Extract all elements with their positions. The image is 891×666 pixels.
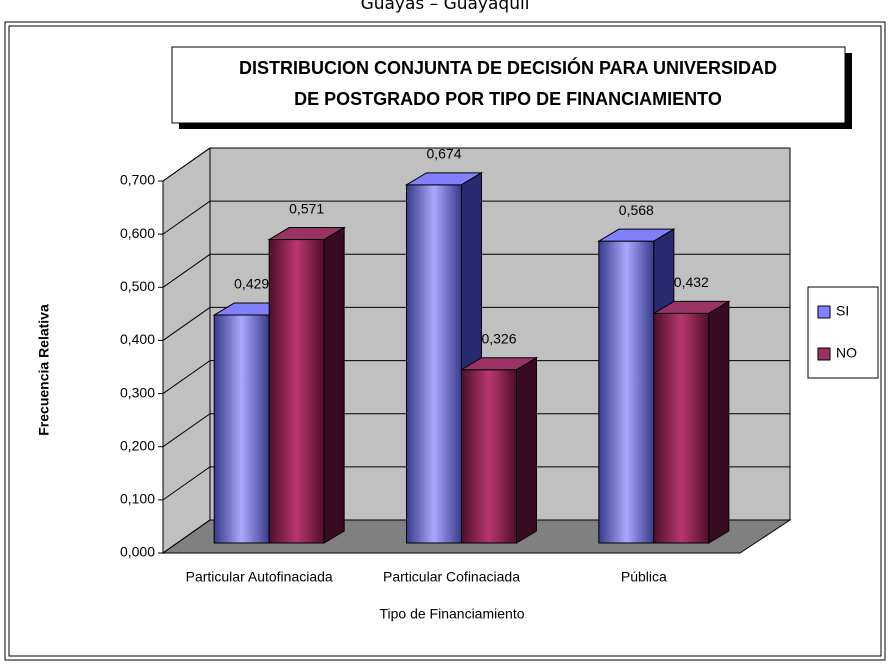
title-box bbox=[171, 46, 846, 124]
bar-front bbox=[461, 369, 517, 544]
grid-line bbox=[162, 360, 790, 394]
bar-side bbox=[708, 300, 730, 544]
grid-line bbox=[162, 306, 790, 341]
bar-front bbox=[406, 184, 462, 544]
bar-front bbox=[598, 240, 655, 544]
chart-title: DE POSTGRADO POR TIPO DE FINANCIAMIENTO bbox=[294, 89, 722, 109]
legend-box bbox=[807, 286, 879, 379]
grid-line bbox=[162, 253, 790, 288]
inner-border bbox=[8, 25, 882, 657]
grid-line bbox=[162, 519, 790, 554]
side-wall bbox=[162, 147, 211, 554]
legend-label: NO bbox=[836, 345, 857, 361]
outer-border bbox=[4, 21, 886, 661]
x-tick-label: Particular Cofinaciada bbox=[383, 569, 520, 585]
y-tick-label: 0,300 bbox=[120, 384, 155, 400]
legend-swatch bbox=[817, 347, 831, 361]
chart-title: DISTRIBUCION CONJUNTA DE DECISIÓN PARA U… bbox=[239, 57, 777, 78]
y-tick-label: 0,500 bbox=[120, 278, 155, 294]
y-axis-label: Frecuencia Relativa bbox=[36, 304, 52, 436]
bar-front bbox=[268, 239, 325, 544]
data-label: 0,429 bbox=[234, 276, 269, 292]
bar bbox=[652, 300, 731, 544]
grid-line bbox=[162, 466, 790, 501]
x-axis-label: Tipo de Financiamiento bbox=[379, 606, 524, 622]
data-label: 0,571 bbox=[289, 200, 324, 216]
data-label: 0,432 bbox=[674, 274, 709, 290]
bar bbox=[267, 226, 346, 544]
caption: Guayas – Guayaquil bbox=[361, 0, 530, 14]
bar-front bbox=[213, 314, 270, 544]
data-label: 0,674 bbox=[426, 146, 461, 162]
data-label: 0,326 bbox=[481, 330, 516, 346]
grid-line bbox=[162, 200, 790, 235]
bar bbox=[459, 356, 539, 544]
data-label: 0,568 bbox=[619, 202, 654, 218]
y-tick-label: 0,600 bbox=[120, 225, 155, 241]
bar-side bbox=[516, 356, 537, 544]
y-tick-label: 0,700 bbox=[120, 172, 155, 188]
grid-line bbox=[162, 413, 790, 448]
legend-swatch bbox=[817, 305, 831, 319]
legend-label: SI bbox=[836, 303, 849, 319]
x-tick-label: Pública bbox=[621, 569, 667, 585]
bar-front bbox=[653, 312, 710, 544]
y-tick-label: 0,000 bbox=[120, 544, 155, 560]
grid-line bbox=[162, 147, 790, 182]
bar-side bbox=[323, 226, 345, 544]
y-tick-label: 0,100 bbox=[120, 491, 155, 507]
y-tick-label: 0,200 bbox=[120, 437, 155, 453]
y-tick-label: 0,400 bbox=[120, 331, 155, 347]
x-tick-label: Particular Autofinaciada bbox=[186, 569, 333, 585]
